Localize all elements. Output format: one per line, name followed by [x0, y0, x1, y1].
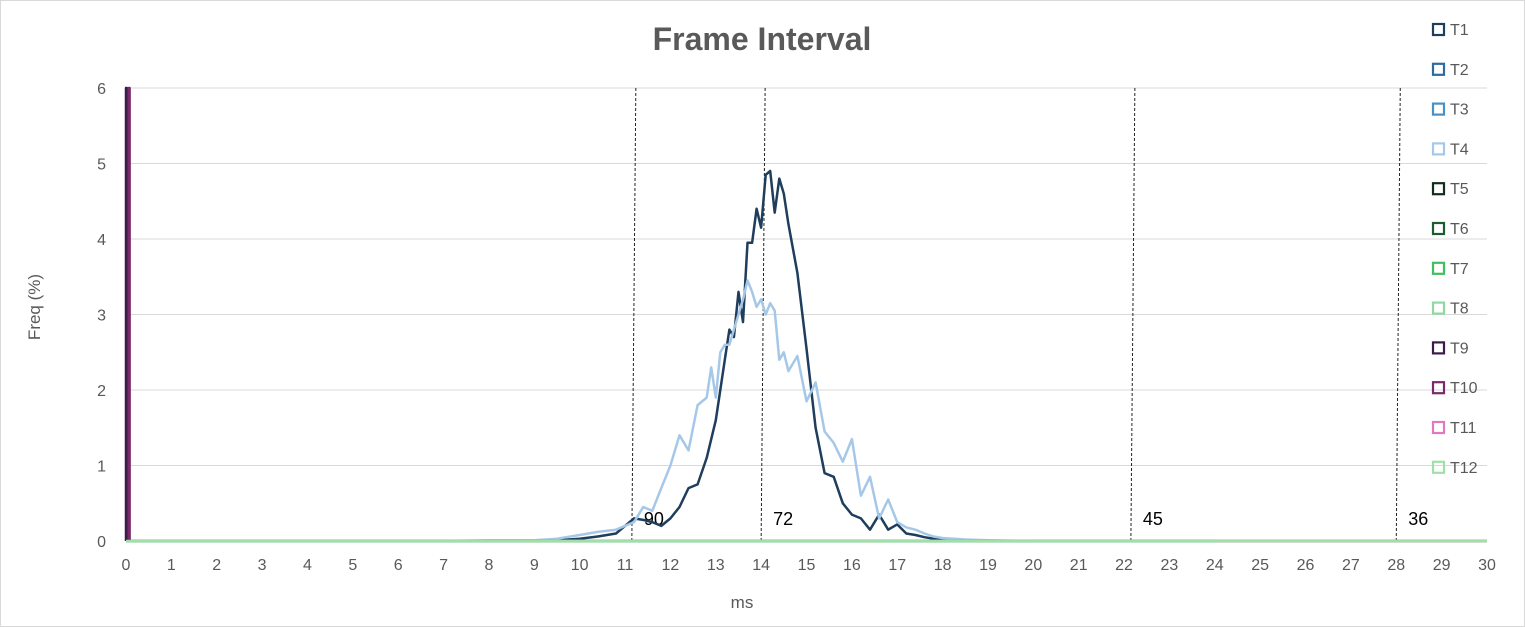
series-line-t10 [127, 86, 131, 541]
reference-line [1130, 87, 1136, 542]
legend-label: T5 [1450, 181, 1469, 198]
legend-label: T3 [1450, 102, 1469, 119]
x-tick-label: 23 [1161, 557, 1179, 574]
reference-line [760, 87, 766, 542]
legend-marker [1431, 460, 1446, 474]
legend-marker [1431, 261, 1446, 275]
chart-title: Frame Interval [653, 21, 872, 57]
x-tick-label: 14 [752, 557, 770, 574]
legend-label: T6 [1450, 221, 1469, 238]
legend-marker [1431, 221, 1446, 236]
x-tick-label: 1 [167, 557, 176, 574]
y-tick-label: 6 [97, 81, 106, 98]
legend-label: T11 [1450, 420, 1476, 437]
x-tick-label: 20 [1024, 557, 1042, 574]
series-line-t1 [534, 169, 1034, 543]
legend-label: T9 [1450, 340, 1469, 357]
x-tick-label: 21 [1070, 557, 1088, 574]
x-tick-label: 27 [1342, 557, 1360, 574]
reference-line-label: 45 [1143, 509, 1163, 529]
x-tick-label: 13 [707, 557, 725, 574]
x-tick-label: 22 [1115, 557, 1133, 574]
reference-line [631, 87, 637, 542]
x-tick-label: 4 [303, 557, 312, 574]
x-tick-label: 10 [571, 557, 589, 574]
x-axis-label: ms [731, 593, 754, 612]
x-tick-label: 19 [979, 557, 997, 574]
x-tick-label: 9 [530, 557, 539, 574]
x-tick-label: 24 [1206, 557, 1224, 574]
grid [126, 87, 1487, 542]
legend-marker [1431, 301, 1446, 315]
x-tick-label: 16 [843, 557, 861, 574]
reference-line [1395, 87, 1401, 542]
legend-marker [1431, 62, 1446, 76]
reference-line-label: 36 [1408, 509, 1428, 529]
y-tick-label: 0 [97, 534, 106, 551]
x-tick-label: 30 [1478, 557, 1496, 574]
x-tick-label: 28 [1387, 557, 1405, 574]
x-axis-ticks: 0 1 2 3 4 5 6 7 8 9 10 11 12 13 14 15 16 17 18 19 20 21 22 23 24… [122, 557, 1496, 574]
legend: T1 T2 T3 T4 T5 T6 T7 T8 T9 T10 T11 T12 [1431, 22, 1478, 477]
y-tick-label: 3 [97, 308, 106, 325]
series-line-t9 [124, 86, 129, 541]
x-tick-label: 29 [1433, 557, 1451, 574]
legend-label: T4 [1450, 141, 1469, 158]
legend-label: T7 [1450, 261, 1469, 278]
legend-marker [1431, 22, 1446, 37]
x-tick-label: 0 [122, 557, 131, 574]
x-tick-label: 25 [1251, 557, 1269, 574]
legend-label: T1 [1450, 22, 1469, 39]
x-tick-label: 8 [484, 557, 493, 574]
x-tick-label: 6 [394, 557, 403, 574]
x-tick-label: 5 [348, 557, 357, 574]
y-axis-ticks: 0 1 2 3 4 5 6 [97, 81, 106, 551]
x-tick-label: 12 [662, 557, 680, 574]
x-tick-label: 17 [888, 557, 906, 574]
legend-marker [1431, 142, 1446, 156]
legend-label: T12 [1450, 460, 1478, 477]
y-tick-label: 5 [97, 157, 106, 174]
x-tick-label: 2 [212, 557, 221, 574]
x-tick-label: 15 [798, 557, 816, 574]
y-tick-label: 2 [97, 383, 106, 400]
x-tick-label: 7 [439, 557, 448, 574]
legend-marker [1431, 182, 1446, 196]
y-axis-label: Freq (%) [25, 274, 44, 340]
y-tick-label: 1 [97, 459, 106, 476]
legend-marker [1431, 102, 1446, 116]
x-tick-label: 11 [617, 557, 634, 574]
reference-line-label: 72 [773, 509, 793, 529]
series-line-t4 [443, 279, 1034, 543]
legend-label: T10 [1450, 380, 1478, 397]
series [124, 86, 1487, 543]
x-tick-label: 26 [1297, 557, 1315, 574]
x-tick-label: 3 [258, 557, 267, 574]
legend-label: T2 [1450, 62, 1469, 79]
legend-marker [1431, 420, 1446, 435]
x-tick-label: 18 [934, 557, 952, 574]
legend-marker [1431, 341, 1446, 355]
legend-label: T8 [1450, 301, 1469, 318]
y-tick-label: 4 [97, 232, 106, 249]
legend-marker [1431, 381, 1446, 395]
